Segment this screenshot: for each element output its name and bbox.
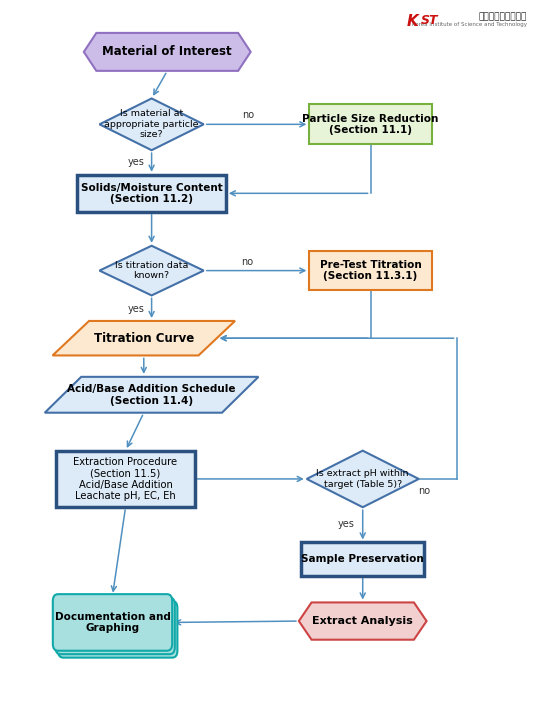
Text: Extraction Procedure
(Section 11.5)
Acid/Base Addition
Leachate pH, EC, Eh: Extraction Procedure (Section 11.5) Acid… [73, 457, 178, 501]
Text: Solids/Moisture Content
(Section 11.2): Solids/Moisture Content (Section 11.2) [81, 182, 223, 204]
Text: Titration Curve: Titration Curve [93, 332, 194, 345]
FancyBboxPatch shape [53, 594, 172, 650]
Text: Is titration data
known?: Is titration data known? [115, 261, 188, 280]
Polygon shape [53, 321, 235, 356]
Text: Acid/Base Addition Schedule
(Section 11.4): Acid/Base Addition Schedule (Section 11.… [67, 384, 236, 406]
Text: Is material at
appropriate particle
size?: Is material at appropriate particle size… [104, 109, 199, 139]
Text: Sample Preservation: Sample Preservation [301, 554, 424, 564]
Polygon shape [307, 451, 419, 507]
Text: yes: yes [128, 157, 144, 168]
FancyBboxPatch shape [310, 104, 432, 144]
Text: Material of Interest: Material of Interest [103, 45, 232, 58]
Text: yes: yes [338, 520, 355, 529]
Text: yes: yes [128, 303, 144, 313]
FancyBboxPatch shape [55, 598, 175, 654]
Text: no: no [242, 111, 254, 120]
Text: K: K [407, 14, 419, 29]
FancyBboxPatch shape [301, 542, 424, 576]
FancyBboxPatch shape [56, 451, 194, 507]
FancyBboxPatch shape [58, 601, 178, 658]
FancyBboxPatch shape [310, 251, 432, 290]
Text: Documentation and
Graphing: Documentation and Graphing [55, 612, 171, 634]
Text: 한국과학기술연구원: 한국과학기술연구원 [478, 12, 527, 21]
Polygon shape [84, 33, 251, 71]
Text: Pre-Test Titration
(Section 11.3.1): Pre-Test Titration (Section 11.3.1) [320, 260, 421, 282]
Polygon shape [299, 603, 427, 640]
Polygon shape [99, 246, 204, 296]
Text: ST: ST [421, 14, 438, 27]
Text: Korea Institute of Science and Technology: Korea Institute of Science and Technolog… [412, 23, 527, 27]
FancyBboxPatch shape [77, 175, 226, 212]
Text: Particle Size Reduction
(Section 11.1): Particle Size Reduction (Section 11.1) [302, 113, 439, 135]
Text: Extract Analysis: Extract Analysis [312, 616, 413, 626]
Polygon shape [99, 99, 204, 150]
Text: Is extract pH within
target (Table 5)?: Is extract pH within target (Table 5)? [317, 470, 409, 489]
Polygon shape [45, 377, 258, 413]
Text: no: no [241, 257, 253, 267]
Text: no: no [418, 486, 430, 496]
